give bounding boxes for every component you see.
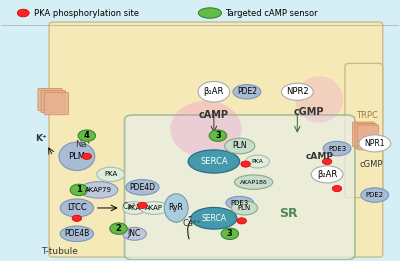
Ellipse shape [361,188,389,202]
Ellipse shape [221,228,238,240]
FancyBboxPatch shape [355,123,376,148]
Ellipse shape [97,167,124,182]
Circle shape [237,218,246,224]
Circle shape [17,9,29,17]
Text: β₂AR: β₂AR [317,170,337,179]
Text: 3: 3 [215,131,221,140]
Ellipse shape [295,76,343,123]
Text: PDE2: PDE2 [237,87,257,96]
Ellipse shape [170,101,242,158]
Text: T-tubule: T-tubule [41,247,78,256]
Text: SERCA: SERCA [202,214,226,223]
Ellipse shape [191,207,237,229]
FancyBboxPatch shape [124,115,355,260]
Ellipse shape [311,166,343,183]
Ellipse shape [323,141,351,156]
Text: LTCC: LTCC [67,204,87,212]
Text: PDE3: PDE3 [328,146,346,152]
Text: cAMP: cAMP [199,110,229,120]
Text: SERCA: SERCA [200,157,228,166]
Ellipse shape [198,8,222,18]
Text: Na⁺: Na⁺ [75,140,91,149]
Text: AKAP79: AKAP79 [85,187,112,193]
Circle shape [82,153,92,159]
Ellipse shape [122,201,146,215]
Text: TRPC: TRPC [356,110,378,120]
Text: 3: 3 [227,229,233,238]
FancyBboxPatch shape [345,63,383,198]
Ellipse shape [122,227,146,240]
Ellipse shape [359,135,391,152]
Text: PKA: PKA [104,171,117,177]
Text: RyR: RyR [169,204,184,212]
Ellipse shape [80,182,118,198]
Ellipse shape [226,196,254,209]
Ellipse shape [188,150,240,173]
Text: Targeted cAMP sensor: Targeted cAMP sensor [225,9,317,17]
Text: Ca²⁺: Ca²⁺ [122,202,140,211]
FancyBboxPatch shape [38,88,62,111]
FancyBboxPatch shape [357,125,379,150]
Text: cGMP: cGMP [294,108,324,117]
Text: PLN: PLN [232,141,247,151]
Ellipse shape [70,184,88,195]
Text: 2: 2 [116,224,122,233]
Text: 4: 4 [84,131,90,140]
Text: cGMP: cGMP [359,159,382,169]
Text: PKA: PKA [128,205,141,211]
Text: PDE4D: PDE4D [130,183,156,192]
Text: K⁺: K⁺ [35,134,47,143]
Ellipse shape [126,180,159,195]
Ellipse shape [233,85,261,99]
Circle shape [332,186,342,192]
FancyBboxPatch shape [352,122,374,147]
Ellipse shape [209,130,227,141]
Text: AKAP: AKAP [145,205,163,211]
Text: SR: SR [280,207,298,220]
Text: JNC: JNC [128,229,141,238]
Ellipse shape [78,130,96,141]
Ellipse shape [282,83,313,100]
Circle shape [322,158,332,165]
Text: PLM: PLM [68,152,85,161]
Text: PDE4B: PDE4B [64,229,90,238]
FancyBboxPatch shape [41,91,65,113]
FancyBboxPatch shape [49,22,383,257]
Ellipse shape [110,223,127,234]
Ellipse shape [60,226,94,241]
Ellipse shape [140,201,169,215]
Ellipse shape [164,194,188,222]
Text: PKA: PKA [252,159,264,164]
Ellipse shape [246,155,270,168]
Text: Ca²⁺: Ca²⁺ [182,219,201,228]
Text: AKAP18δ: AKAP18δ [240,180,268,185]
Text: PKA phosphorylation site: PKA phosphorylation site [34,9,139,17]
Circle shape [138,202,147,209]
Text: cAMP: cAMP [305,152,333,161]
Text: PDE3: PDE3 [230,200,249,206]
Ellipse shape [59,142,95,170]
Ellipse shape [198,81,230,102]
FancyBboxPatch shape [44,93,68,115]
Ellipse shape [234,175,273,189]
Ellipse shape [225,138,255,154]
Circle shape [72,215,82,221]
Ellipse shape [60,199,94,217]
Text: NPR1: NPR1 [364,139,385,148]
Ellipse shape [231,201,258,215]
Text: 1: 1 [76,185,82,194]
Circle shape [241,161,250,167]
Text: PLN: PLN [238,205,251,211]
Text: β₁AR: β₁AR [204,87,224,96]
Text: NPR2: NPR2 [286,87,309,96]
Text: PDE2: PDE2 [366,192,384,198]
